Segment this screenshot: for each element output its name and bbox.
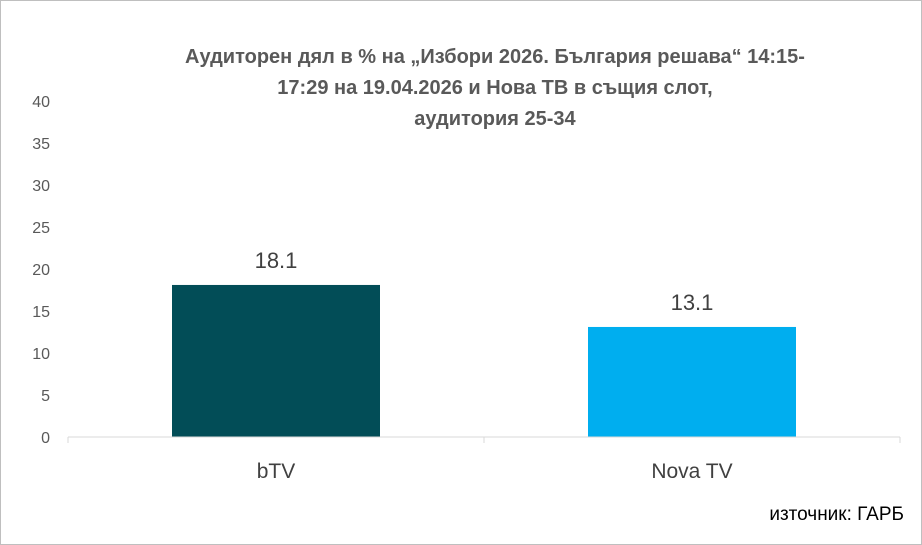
- x-category-label: Nova TV: [651, 460, 732, 483]
- data-labels: 18.1 13.1: [255, 248, 714, 315]
- y-tick-label: 15: [32, 304, 50, 321]
- bar-nova-tv: [588, 326, 796, 437]
- y-tick-label: 10: [32, 346, 50, 363]
- y-tick-label: 0: [41, 430, 50, 447]
- data-label: 18.1: [255, 248, 298, 273]
- y-tick-label: 25: [32, 220, 50, 237]
- x-axis-categories: bTV Nova TV: [257, 460, 733, 483]
- y-tick-label: 40: [32, 94, 50, 111]
- y-tick-label: 20: [32, 262, 50, 279]
- y-tick-label: 5: [41, 388, 50, 405]
- chart-title-line-1: Аудиторен дял в % на „Избори 2026. Бълга…: [185, 46, 805, 68]
- bar-btv: [172, 284, 380, 437]
- source-note: източник: ГАРБ: [769, 504, 904, 525]
- chart-title-line-3: аудитория 25-34: [414, 108, 576, 130]
- data-label: 13.1: [671, 290, 714, 315]
- chart-title: Аудиторен дял в % на „Избори 2026. Бълга…: [140, 42, 850, 135]
- y-tick-label: 30: [32, 178, 50, 195]
- y-axis-ticks: 0 5 10 15 20 25 30 35 40: [32, 94, 50, 447]
- y-tick-label: 35: [32, 136, 50, 153]
- x-category-label: bTV: [257, 460, 296, 483]
- bars: [172, 284, 796, 437]
- chart-title-line-2: 17:29 на 19.04.2026 и Нова ТВ в същия сл…: [277, 77, 713, 99]
- x-axis-tick-marks: [67, 437, 901, 443]
